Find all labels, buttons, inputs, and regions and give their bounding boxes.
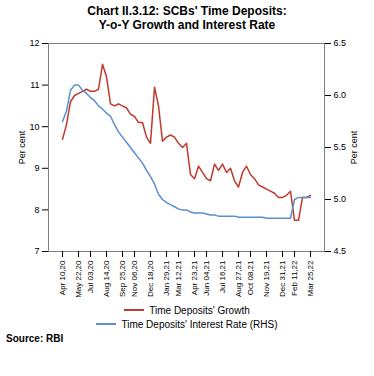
- svg-text:11: 11: [30, 80, 39, 90]
- svg-text:5.5: 5.5: [334, 142, 347, 152]
- html-text:Source: RBI: Source: RBI: [6, 332, 64, 344]
- svg-text:Nov 19,21: Nov 19,21: [262, 260, 271, 297]
- svg-text:9: 9: [34, 163, 39, 173]
- svg-text:7: 7: [34, 246, 39, 256]
- svg-text:Jul 03,20: Jul 03,20: [86, 260, 95, 293]
- svg-text:Mar 12,21: Mar 12,21: [174, 260, 183, 297]
- svg-text:Mar 25,22: Mar 25,22: [306, 260, 315, 297]
- svg-text:Feb 11,22: Feb 11,22: [290, 260, 299, 296]
- svg-text:Apr 23,21: Apr 23,21: [190, 260, 199, 295]
- svg-text:Dec 18,20: Dec 18,20: [146, 260, 155, 297]
- html-text:Chart II.3.12: SCBs' Time Depo: Chart II.3.12: SCBs' Time Deposits: Y-o-…: [87, 4, 287, 33]
- svg-text:Dec 31,21: Dec 31,21: [278, 260, 287, 297]
- svg-text:6.5: 6.5: [334, 38, 347, 48]
- svg-text:May 22,20: May 22,20: [74, 260, 83, 298]
- svg-text:Sep 25,20: Sep 25,20: [118, 260, 127, 297]
- svg-text:Aug 14,20: Aug 14,20: [102, 260, 111, 297]
- svg-text:Per cent: Per cent: [349, 130, 359, 164]
- svg-text:Per cent: Per cent: [17, 130, 27, 164]
- svg-text:8: 8: [34, 205, 39, 215]
- svg-text:12: 12: [29, 38, 39, 48]
- svg-text:Apr 10,20: Apr 10,20: [58, 260, 67, 295]
- svg-text:Jan 29,21: Jan 29,21: [162, 260, 171, 296]
- svg-text:Oct 08,21: Oct 08,21: [246, 260, 255, 295]
- svg-text:Jun 04,21: Jun 04,21: [202, 260, 211, 296]
- svg-text:10: 10: [29, 121, 39, 131]
- svg-text:Jul 16,21: Jul 16,21: [218, 260, 227, 293]
- svg-text:Nov 06,20: Nov 06,20: [130, 260, 139, 297]
- html-text:Time Deposits' Interest Rate (: Time Deposits' Interest Rate (RHS): [121, 318, 278, 330]
- svg-text:6.0: 6.0: [334, 90, 347, 100]
- svg-text:5.0: 5.0: [334, 194, 347, 204]
- html-text:Time Deposits' Growth: Time Deposits' Growth: [149, 304, 250, 316]
- svg-text:Aug 27,21: Aug 27,21: [234, 260, 243, 297]
- svg-text:4.5: 4.5: [334, 246, 347, 256]
